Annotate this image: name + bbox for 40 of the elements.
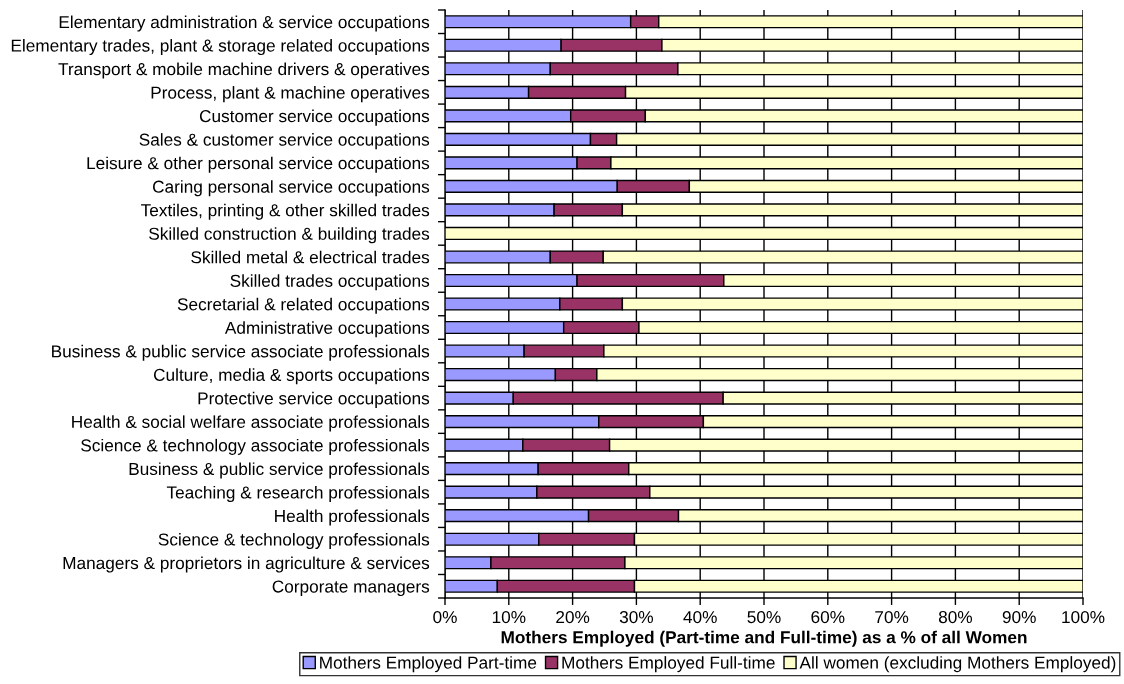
x-tick-label: 0%: [433, 610, 457, 624]
y-tick-label: Transport & mobile machine drivers & operatives: [58, 62, 430, 79]
y-tick-label: Elementary administration & service occupations: [59, 15, 430, 32]
legend-label: Mothers Employed Part-time: [320, 656, 537, 673]
y-tick-label: Secretarial & related occupations: [177, 297, 430, 314]
x-tick-label: 40%: [683, 610, 717, 624]
y-tick-label: Business & public service associate professionals: [52, 344, 430, 361]
y-tick-label: Elementary trades, plant & storage related occupations: [11, 39, 430, 56]
y-tick-label: Sales & customer service occupations: [139, 133, 430, 150]
legend-label: Mothers Employed Full-time: [562, 656, 775, 673]
y-tick-label: Administrative occupations: [224, 321, 430, 338]
legend-label: All women (excluding Mothers Employed): [799, 656, 1116, 673]
y-tick-label: Customer service occupations: [199, 109, 430, 126]
y-tick-label: Health professionals: [275, 509, 430, 526]
y-tick-label: Science & technology professionals: [158, 532, 430, 550]
y-tick-label: Teaching & research professionals: [166, 485, 430, 502]
y-tick-label: Caring personal service occupations: [153, 180, 430, 197]
y-tick-label: Science & technology associate professionals: [81, 438, 430, 455]
y-tick-label: Skilled construction & building trades: [149, 227, 430, 244]
x-tick-label: 50%: [747, 610, 781, 624]
y-tick-label: Culture, media & sports occupations: [153, 368, 430, 385]
y-tick-label: Skilled metal & electrical trades: [191, 250, 430, 264]
y-tick-label: Health & social welfare associate professionals: [72, 415, 430, 432]
x-tick-label: 70%: [875, 610, 909, 624]
x-axis-title: Mothers Employed (Part-time and Full-time) as a % of all Women: [501, 630, 1027, 647]
y-tick-label: Business & public service professionals: [129, 462, 430, 479]
x-tick-label: 20%: [556, 610, 590, 624]
x-tick-label: 60%: [811, 610, 845, 624]
x-tick-label: 30%: [619, 610, 654, 624]
y-tick-label: Skilled trades occupations: [230, 274, 430, 291]
x-tick-label: 80%: [938, 610, 973, 624]
y-tick-label: Process, plant & machine operatives: [151, 86, 430, 103]
x-tick-label: 100%: [1062, 610, 1105, 624]
x-tick-label: 90%: [1002, 610, 1036, 624]
y-tick-label: Corporate managers: [272, 580, 430, 597]
y-tick-label: Managers & proprietors in agriculture & services: [63, 556, 430, 573]
y-tick-label: Textiles, printing & other skilled trades: [141, 203, 430, 220]
y-tick-label: Leisure & other personal service occupations: [87, 156, 430, 173]
y-tick-label: Protective service occupations: [198, 391, 430, 408]
x-tick-label: 10%: [492, 610, 526, 624]
